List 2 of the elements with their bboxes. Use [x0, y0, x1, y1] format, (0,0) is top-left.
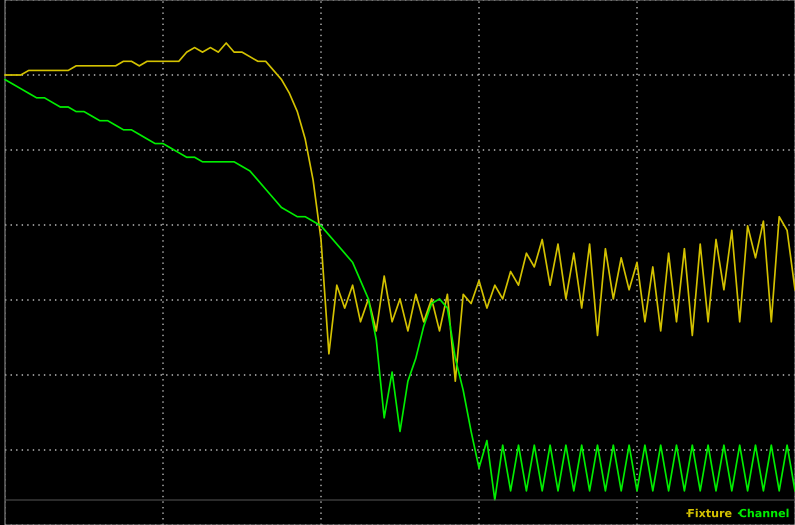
legend-label: Channel [739, 508, 789, 518]
legend-label: Fixture [688, 508, 732, 518]
